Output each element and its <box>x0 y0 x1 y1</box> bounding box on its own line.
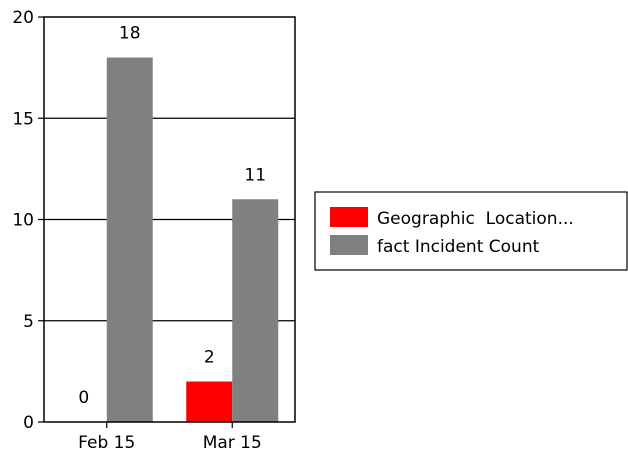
bar-1-1 <box>232 199 279 422</box>
y-tick-label: 15 <box>12 109 34 129</box>
legend: Geographic Location... fact Incident Cou… <box>314 191 628 271</box>
x-tick-label: Feb 15 <box>78 433 135 453</box>
legend-label-geographic-location: Geographic Location... <box>377 209 574 229</box>
bar-1-0 <box>106 57 153 422</box>
y-tick-label: 5 <box>23 312 34 332</box>
data-label: 11 <box>244 165 266 185</box>
legend-swatch-geographic-location <box>330 207 368 227</box>
legend-swatch-fact-incident-count <box>330 235 368 255</box>
data-label: 18 <box>119 24 141 44</box>
data-label: 0 <box>78 388 89 408</box>
bar-0-1 <box>186 381 233 422</box>
x-tick-label: Mar 15 <box>203 433 262 453</box>
data-label: 2 <box>204 348 215 368</box>
y-tick-label: 10 <box>12 211 34 231</box>
bars <box>106 57 279 422</box>
legend-frame <box>314 191 628 271</box>
data-labels: 0 18 2 11 <box>78 24 266 409</box>
y-tick-label: 20 <box>12 8 34 28</box>
legend-label-fact-incident-count: fact Incident Count <box>377 237 540 257</box>
y-axis: 0 5 10 15 20 <box>12 8 44 433</box>
y-tick-label: 0 <box>23 413 34 433</box>
x-axis: Feb 15 Mar 15 <box>78 422 262 453</box>
